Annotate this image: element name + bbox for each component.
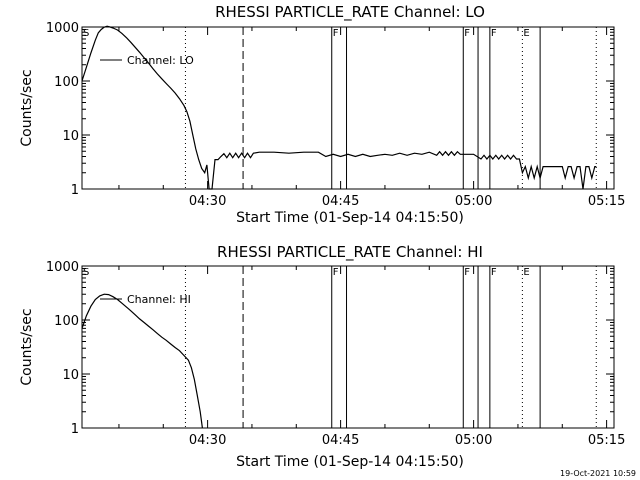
legend-label: Channel: HI bbox=[127, 293, 191, 306]
y-axis-label: Counts/sec bbox=[19, 69, 35, 146]
chart-title: RHESSI PARTICLE_RATE Channel: LO bbox=[215, 3, 485, 22]
lo-channel-panel: RHESSI PARTICLE_RATE Channel: LO Start T… bbox=[19, 3, 625, 226]
event-marker-label: F bbox=[333, 267, 339, 278]
event-marker-label: S bbox=[83, 267, 89, 278]
x-tick-label: 05:00 bbox=[455, 194, 492, 209]
x-tick-label: 04:30 bbox=[189, 194, 226, 209]
event-marker-label: F bbox=[464, 28, 470, 39]
y-tick-label: 1000 bbox=[46, 260, 79, 275]
chart-title: RHESSI PARTICLE_RATE Channel: HI bbox=[217, 243, 483, 262]
x-tick-label: 05:00 bbox=[455, 433, 492, 448]
y-tick-label: 1 bbox=[71, 422, 79, 437]
y-tick-label: 100 bbox=[54, 314, 79, 329]
x-tick-label: 04:30 bbox=[189, 433, 226, 448]
event-marker-label: F bbox=[333, 28, 339, 39]
x-axis-label: Start Time (01-Sep-14 04:15:50) bbox=[236, 210, 464, 226]
data-series-line bbox=[81, 25, 597, 190]
event-marker-label: E bbox=[523, 28, 529, 39]
x-tick-label: 05:15 bbox=[588, 433, 625, 448]
y-tick-label: 100 bbox=[54, 75, 79, 90]
event-marker-label: F bbox=[464, 267, 470, 278]
plot-frame bbox=[81, 265, 615, 429]
event-marker-label: S bbox=[83, 28, 89, 39]
legend-label: Channel: LO bbox=[127, 54, 194, 67]
x-tick-label: 05:15 bbox=[588, 194, 625, 209]
x-axis-label: Start Time (01-Sep-14 04:15:50) bbox=[236, 454, 464, 470]
plot-frame bbox=[81, 26, 615, 190]
x-tick-label: 04:45 bbox=[322, 194, 359, 209]
data-series-line bbox=[81, 293, 203, 429]
event-marker-label: E bbox=[523, 267, 529, 278]
event-marker-label: F bbox=[491, 28, 497, 39]
y-tick-label: 1000 bbox=[46, 21, 79, 36]
event-marker-label: F bbox=[491, 267, 497, 278]
hi-channel-panel: RHESSI PARTICLE_RATE Channel: HI Start T… bbox=[19, 243, 625, 470]
y-tick-label: 10 bbox=[62, 368, 79, 383]
y-axis-label: Counts/sec bbox=[19, 308, 35, 385]
x-tick-label: 04:45 bbox=[322, 433, 359, 448]
y-tick-label: 1 bbox=[71, 183, 79, 198]
y-tick-label: 10 bbox=[62, 129, 79, 144]
timestamp: 19-Oct-2021 10:59 bbox=[560, 469, 636, 478]
